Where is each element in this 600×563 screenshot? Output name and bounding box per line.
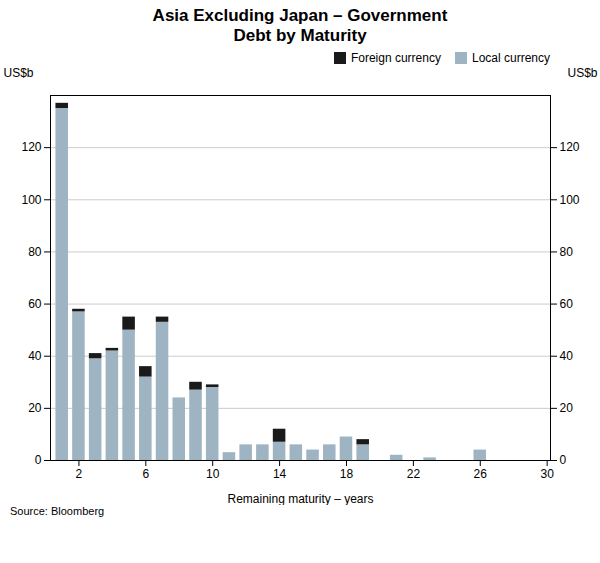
svg-text:18: 18 bbox=[340, 467, 354, 481]
svg-text:10: 10 bbox=[206, 467, 220, 481]
svg-text:80: 80 bbox=[28, 245, 42, 259]
svg-text:0: 0 bbox=[560, 453, 567, 467]
svg-text:US$b: US$b bbox=[4, 66, 34, 80]
svg-text:100: 100 bbox=[560, 192, 580, 206]
svg-text:120: 120 bbox=[21, 140, 41, 154]
svg-text:100: 100 bbox=[21, 192, 41, 206]
svg-text:80: 80 bbox=[560, 245, 574, 259]
html-text:Asia Excluding Japan – Governm: Asia Excluding Japan – Government Debt b… bbox=[152, 6, 448, 46]
svg-text:2: 2 bbox=[76, 467, 83, 481]
svg-text:20: 20 bbox=[28, 401, 42, 415]
svg-text:60: 60 bbox=[560, 297, 574, 311]
svg-text:14: 14 bbox=[273, 467, 287, 481]
svg-text:22: 22 bbox=[407, 467, 421, 481]
html-text:Foreign currency: Foreign currency bbox=[350, 50, 441, 65]
svg-text:Remaining maturity – years: Remaining maturity – years bbox=[227, 491, 373, 505]
svg-text:0: 0 bbox=[35, 453, 42, 467]
svg-text:120: 120 bbox=[560, 140, 580, 154]
html-text:Local currency: Local currency bbox=[472, 50, 550, 65]
svg-text:20: 20 bbox=[560, 401, 574, 415]
svg-text:US$b: US$b bbox=[567, 66, 597, 80]
svg-text:30: 30 bbox=[540, 467, 554, 481]
svg-text:60: 60 bbox=[28, 297, 42, 311]
svg-text:40: 40 bbox=[560, 349, 574, 363]
svg-text:6: 6 bbox=[142, 467, 149, 481]
html-text:Source: Bloomberg: Source: Bloomberg bbox=[10, 504, 105, 517]
svg-text:26: 26 bbox=[474, 467, 488, 481]
svg-text:40: 40 bbox=[28, 349, 42, 363]
